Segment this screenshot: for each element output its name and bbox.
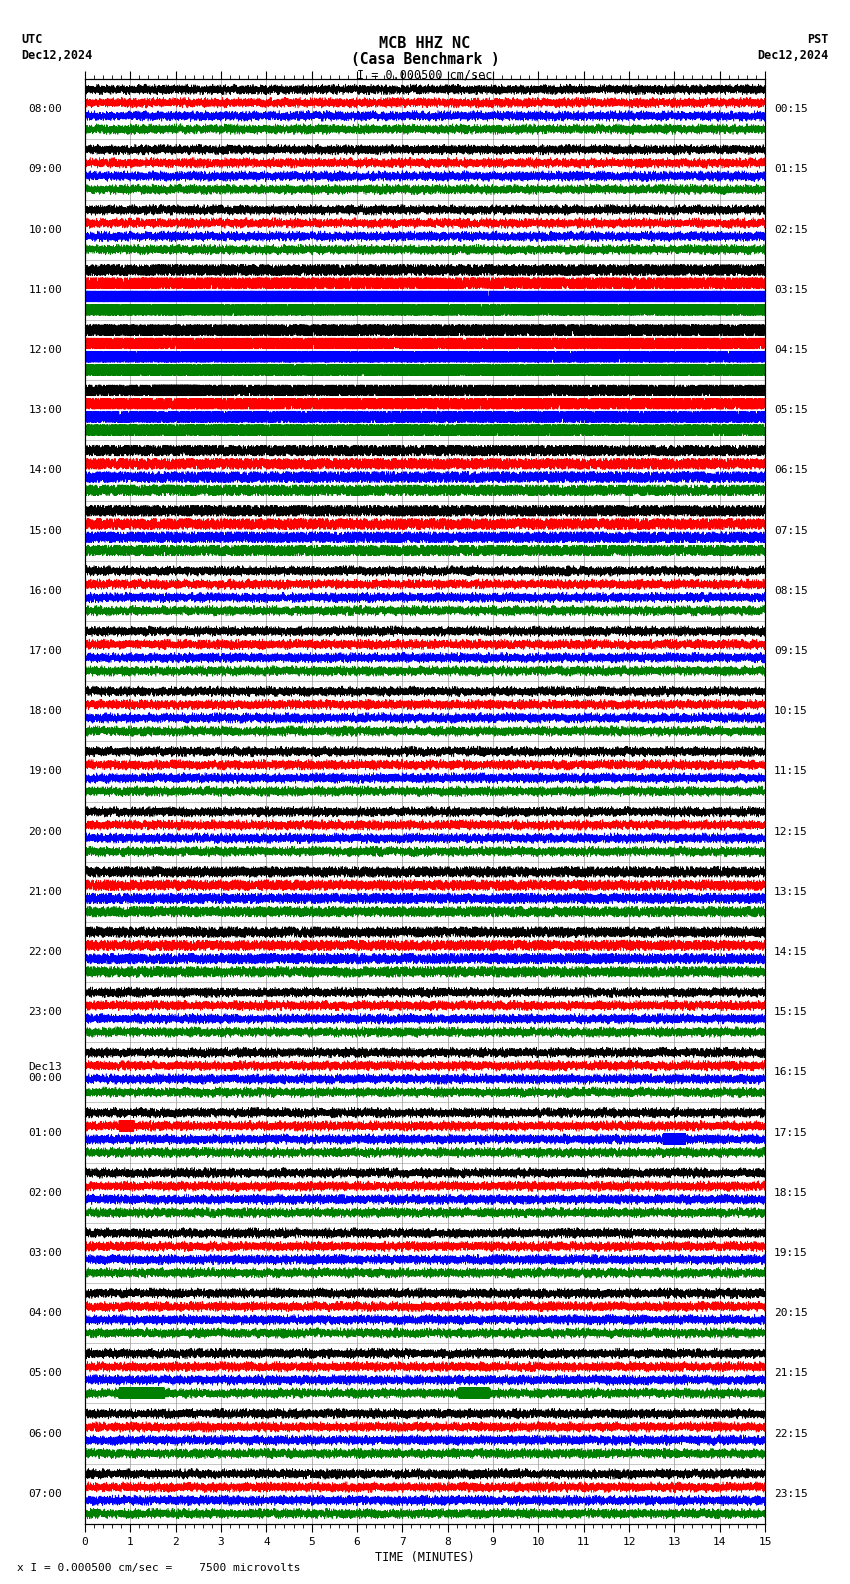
Text: 03:00: 03:00 [29, 1248, 62, 1258]
Text: 08:00: 08:00 [29, 105, 62, 114]
Text: 15:00: 15:00 [29, 526, 62, 535]
Text: 04:15: 04:15 [774, 345, 808, 355]
Text: UTC: UTC [21, 33, 42, 46]
Text: 04:00: 04:00 [29, 1308, 62, 1318]
Text: 16:15: 16:15 [774, 1068, 808, 1077]
X-axis label: TIME (MINUTES): TIME (MINUTES) [375, 1551, 475, 1563]
Text: 09:00: 09:00 [29, 165, 62, 174]
Text: 22:15: 22:15 [774, 1429, 808, 1438]
Text: 14:00: 14:00 [29, 466, 62, 475]
Text: 10:00: 10:00 [29, 225, 62, 234]
Text: 01:15: 01:15 [774, 165, 808, 174]
Text: 17:00: 17:00 [29, 646, 62, 656]
Text: Dec13
00:00: Dec13 00:00 [29, 1061, 62, 1083]
Text: 23:15: 23:15 [774, 1489, 808, 1498]
Text: 08:15: 08:15 [774, 586, 808, 596]
Text: 11:00: 11:00 [29, 285, 62, 295]
Text: 23:00: 23:00 [29, 1007, 62, 1017]
Text: Dec12,2024: Dec12,2024 [21, 49, 93, 62]
Text: 03:15: 03:15 [774, 285, 808, 295]
Text: x I = 0.000500 cm/sec =    7500 microvolts: x I = 0.000500 cm/sec = 7500 microvolts [17, 1563, 301, 1573]
Text: 21:00: 21:00 [29, 887, 62, 897]
Text: 17:15: 17:15 [774, 1128, 808, 1137]
Text: 12:00: 12:00 [29, 345, 62, 355]
Text: 19:15: 19:15 [774, 1248, 808, 1258]
Text: MCB HHZ NC: MCB HHZ NC [379, 36, 471, 51]
Text: 11:15: 11:15 [774, 767, 808, 776]
Text: I = 0.000500 cm/sec: I = 0.000500 cm/sec [357, 68, 493, 81]
Text: Dec12,2024: Dec12,2024 [757, 49, 829, 62]
Text: 19:00: 19:00 [29, 767, 62, 776]
Text: 15:15: 15:15 [774, 1007, 808, 1017]
Text: 00:15: 00:15 [774, 105, 808, 114]
Text: 20:00: 20:00 [29, 827, 62, 836]
Text: 07:15: 07:15 [774, 526, 808, 535]
Text: 14:15: 14:15 [774, 947, 808, 957]
Text: 01:00: 01:00 [29, 1128, 62, 1137]
Text: 18:15: 18:15 [774, 1188, 808, 1198]
Text: 13:15: 13:15 [774, 887, 808, 897]
Text: 05:00: 05:00 [29, 1369, 62, 1378]
Text: 12:15: 12:15 [774, 827, 808, 836]
Text: PST: PST [808, 33, 829, 46]
Text: 16:00: 16:00 [29, 586, 62, 596]
Text: 18:00: 18:00 [29, 706, 62, 716]
Text: (Casa Benchmark ): (Casa Benchmark ) [350, 52, 499, 67]
Text: 21:15: 21:15 [774, 1369, 808, 1378]
Text: 20:15: 20:15 [774, 1308, 808, 1318]
Text: 06:00: 06:00 [29, 1429, 62, 1438]
Text: 07:00: 07:00 [29, 1489, 62, 1498]
Text: 13:00: 13:00 [29, 406, 62, 415]
Text: 05:15: 05:15 [774, 406, 808, 415]
Text: 06:15: 06:15 [774, 466, 808, 475]
Text: 22:00: 22:00 [29, 947, 62, 957]
Text: 09:15: 09:15 [774, 646, 808, 656]
Text: 10:15: 10:15 [774, 706, 808, 716]
Text: 02:15: 02:15 [774, 225, 808, 234]
Text: 02:00: 02:00 [29, 1188, 62, 1198]
